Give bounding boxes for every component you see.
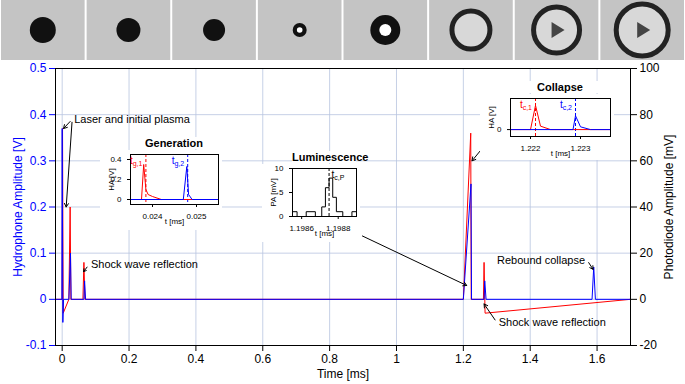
svg-text:10: 10	[275, 164, 284, 173]
svg-text:100: 100	[640, 62, 660, 75]
svg-text:0.2: 0.2	[110, 175, 122, 185]
svg-text:t [ms]: t [ms]	[165, 217, 185, 226]
html-text:Luminescence: Luminescence	[292, 151, 369, 163]
svg-text:tc,1: tc,1	[520, 99, 532, 111]
svg-text:0.2: 0.2	[30, 200, 47, 214]
svg-text:0.4: 0.4	[30, 108, 47, 122]
html-text:Generation: Generation	[145, 137, 203, 149]
svg-text:Laser and initial plasma: Laser and initial plasma	[74, 113, 190, 125]
svg-text:Time [ms]: Time [ms]	[317, 367, 369, 381]
svg-text:0.1: 0.1	[30, 246, 47, 260]
svg-text:HA [V]: HA [V]	[107, 168, 116, 191]
html-text:Collapse: Collapse	[537, 81, 583, 93]
svg-text:0: 0	[59, 352, 66, 366]
svg-text:0.6: 0.6	[254, 352, 271, 366]
svg-text:Photodiode Amplitude [mV]: Photodiode Amplitude [mV]	[662, 135, 676, 280]
svg-text:0: 0	[279, 212, 284, 221]
svg-text:Shock wave reflection: Shock wave reflection	[499, 316, 606, 328]
svg-text:20: 20	[640, 246, 654, 260]
svg-text:0.8: 0.8	[321, 352, 338, 366]
svg-text:1.2: 1.2	[455, 352, 472, 366]
svg-text:0.4: 0.4	[110, 155, 122, 164]
svg-text:0.5: 0.5	[30, 62, 47, 75]
svg-text:0: 0	[640, 292, 647, 306]
svg-text:0: 0	[40, 292, 47, 306]
svg-text:1.1988: 1.1988	[326, 224, 351, 234]
svg-text:tc,2: tc,2	[560, 99, 572, 111]
svg-text:tg,1: tg,1	[130, 155, 143, 168]
svg-text:tc,P: tc,P	[332, 169, 345, 181]
svg-text:1: 1	[393, 352, 400, 366]
svg-text:1.223: 1.223	[570, 144, 591, 153]
svg-text:Rebound collapse: Rebound collapse	[497, 254, 585, 266]
svg-text:0.4: 0.4	[188, 352, 205, 366]
svg-text:HA [V]: HA [V]	[487, 106, 496, 129]
svg-text:-0.1: -0.1	[26, 338, 47, 352]
svg-text:40: 40	[640, 200, 654, 214]
svg-text:Hydrophone Amplitude [V]: Hydrophone Amplitude [V]	[11, 137, 25, 276]
svg-text:0.3: 0.3	[30, 154, 47, 168]
svg-text:0: 0	[117, 195, 122, 204]
svg-text:80: 80	[640, 108, 654, 122]
svg-text:0.2: 0.2	[121, 352, 138, 366]
svg-text:PA [mV]: PA [mV]	[269, 178, 278, 206]
svg-text:0.025: 0.025	[186, 212, 207, 221]
svg-text:60: 60	[640, 154, 654, 168]
svg-text:tg,2: tg,2	[172, 155, 185, 168]
svg-text:-20: -20	[640, 338, 658, 352]
svg-text:t [ms]: t [ms]	[551, 149, 571, 158]
svg-text:1.222: 1.222	[520, 144, 541, 153]
svg-text:1.6: 1.6	[589, 352, 606, 366]
svg-text:5: 5	[279, 188, 284, 197]
svg-text:0: 0	[497, 125, 502, 134]
svg-text:1.4: 1.4	[522, 352, 539, 366]
svg-text:0.024: 0.024	[142, 212, 163, 221]
svg-text:t [ms]: t [ms]	[315, 229, 335, 238]
svg-text:1.1986: 1.1986	[289, 224, 314, 233]
svg-text:Shock wave reflection: Shock wave reflection	[91, 258, 198, 270]
